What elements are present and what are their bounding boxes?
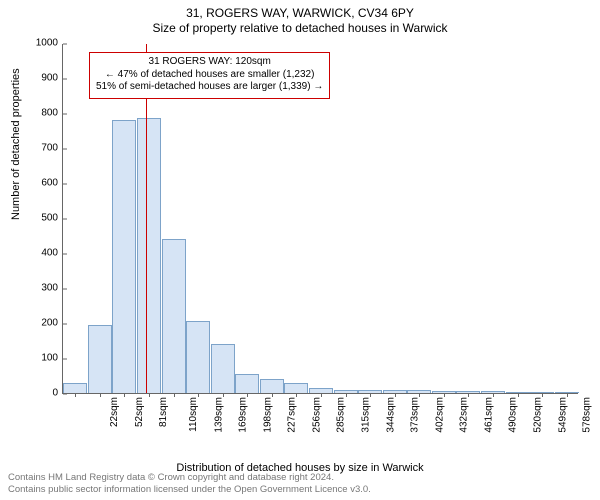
x-tick-label: 198sqm bbox=[262, 397, 273, 433]
y-tick-label: 500 bbox=[41, 213, 63, 224]
histogram-bar bbox=[137, 118, 161, 393]
y-tick-label: 700 bbox=[41, 143, 63, 154]
y-axis-label: Number of detached properties bbox=[10, 68, 22, 220]
histogram-bar bbox=[309, 388, 333, 393]
x-tick-label: 461sqm bbox=[483, 397, 494, 433]
histogram-bar bbox=[88, 325, 112, 393]
footer-attribution: Contains HM Land Registry data © Crown c… bbox=[8, 472, 371, 496]
page-title: 31, ROGERS WAY, WARWICK, CV34 6PY bbox=[0, 6, 600, 20]
histogram-bar bbox=[63, 383, 87, 394]
histogram-bar bbox=[334, 390, 358, 394]
histogram-bar bbox=[506, 392, 530, 393]
x-tick-label: 285sqm bbox=[336, 397, 347, 433]
y-tick-label: 600 bbox=[41, 178, 63, 189]
histogram-bar bbox=[186, 321, 210, 393]
x-tick-label: 402sqm bbox=[434, 397, 445, 433]
x-tick-label: 110sqm bbox=[188, 397, 199, 432]
x-tick-label: 22sqm bbox=[109, 397, 120, 427]
x-tick-label: 139sqm bbox=[213, 397, 224, 433]
annotation-callout: 31 ROGERS WAY: 120sqm ← 47% of detached … bbox=[89, 52, 330, 99]
histogram-bar bbox=[530, 392, 554, 393]
callout-line: 31 ROGERS WAY: 120sqm bbox=[96, 56, 323, 69]
footer-line: Contains public sector information licen… bbox=[8, 484, 371, 496]
x-tick-label: 52sqm bbox=[134, 397, 145, 427]
histogram-bar bbox=[432, 391, 456, 393]
x-tick-label: 256sqm bbox=[311, 397, 322, 433]
y-tick-label: 300 bbox=[41, 283, 63, 294]
y-tick-label: 1000 bbox=[36, 38, 63, 49]
histogram-bar bbox=[284, 383, 308, 394]
x-tick-label: 315sqm bbox=[361, 397, 372, 433]
chart-plot-area: 31 ROGERS WAY: 120sqm ← 47% of detached … bbox=[62, 44, 578, 394]
x-tick-label: 490sqm bbox=[508, 397, 519, 433]
y-tick-label: 400 bbox=[41, 248, 63, 259]
histogram-bar bbox=[555, 392, 579, 393]
y-tick-label: 0 bbox=[52, 388, 63, 399]
histogram-bar bbox=[260, 379, 284, 393]
histogram-bar bbox=[481, 391, 505, 393]
x-tick-label: 578sqm bbox=[582, 397, 593, 433]
x-tick-label: 373sqm bbox=[410, 397, 421, 433]
callout-line: ← 47% of detached houses are smaller (1,… bbox=[96, 69, 323, 82]
x-tick-label: 81sqm bbox=[158, 397, 169, 427]
footer-line: Contains HM Land Registry data © Crown c… bbox=[8, 472, 371, 484]
histogram-bar bbox=[112, 120, 136, 393]
histogram-bar bbox=[235, 374, 259, 393]
x-tick-label: 549sqm bbox=[557, 397, 568, 433]
x-tick-label: 344sqm bbox=[385, 397, 396, 433]
histogram-bar bbox=[407, 390, 431, 393]
callout-line: 51% of semi-detached houses are larger (… bbox=[96, 81, 323, 94]
x-tick-label: 520sqm bbox=[533, 397, 544, 433]
y-tick-label: 900 bbox=[41, 73, 63, 84]
x-tick-label: 227sqm bbox=[287, 397, 298, 433]
x-tick-label: 169sqm bbox=[238, 397, 249, 433]
y-tick-label: 200 bbox=[41, 318, 63, 329]
histogram-bar bbox=[358, 390, 382, 393]
y-tick-label: 100 bbox=[41, 353, 63, 364]
histogram-bar bbox=[211, 344, 235, 393]
page-subtitle: Size of property relative to detached ho… bbox=[0, 21, 600, 35]
histogram-bar bbox=[162, 239, 186, 393]
y-tick-label: 800 bbox=[41, 108, 63, 119]
histogram-bar bbox=[456, 391, 480, 393]
histogram-bar bbox=[383, 390, 407, 394]
x-tick-label: 432sqm bbox=[459, 397, 470, 433]
